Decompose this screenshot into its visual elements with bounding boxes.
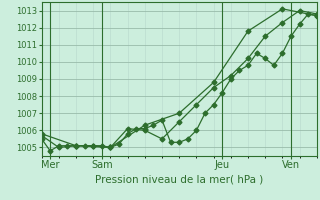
- X-axis label: Pression niveau de la mer( hPa ): Pression niveau de la mer( hPa ): [95, 174, 263, 184]
